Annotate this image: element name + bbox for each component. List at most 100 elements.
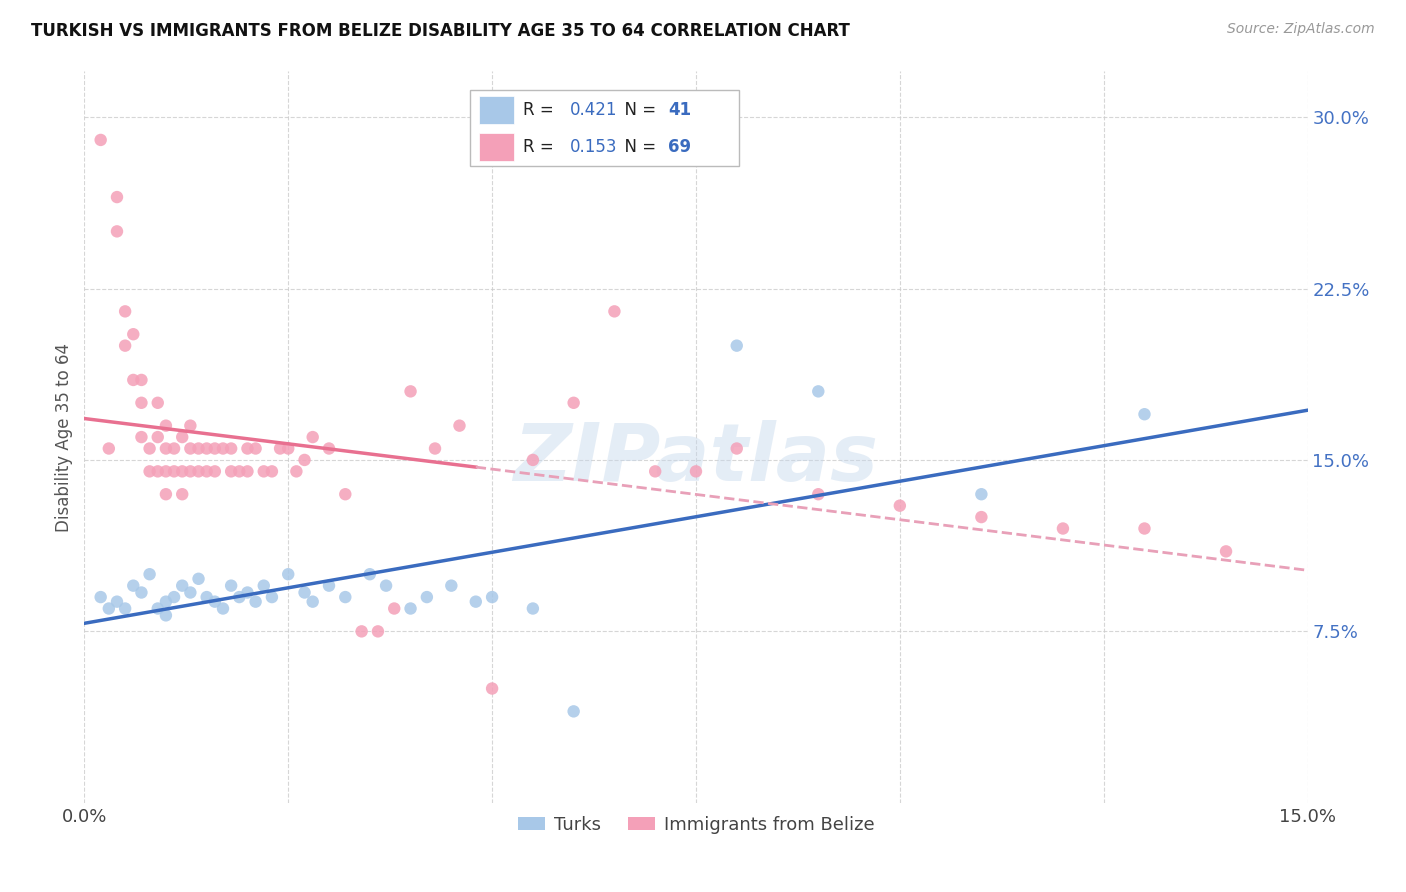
Point [114,338,136,352]
Point [970,487,993,501]
Point [236,442,259,456]
Point [318,442,340,456]
Point [114,601,136,615]
Point [131,396,153,410]
Point [294,585,316,599]
Point [236,585,259,599]
Point [253,464,276,478]
Point [522,453,544,467]
Point [219,579,242,593]
Point [187,442,209,456]
Point [105,190,128,204]
Y-axis label: Disability Age 35 to 64: Disability Age 35 to 64 [55,343,73,532]
Point [335,590,357,604]
Point [138,567,160,582]
Point [219,464,242,478]
Point [301,430,323,444]
Point [260,464,283,478]
Point [335,487,357,501]
Point [97,442,120,456]
Point [245,442,267,456]
Point [725,338,748,352]
Point [155,608,177,623]
Point [481,590,503,604]
Text: ZIPatlas: ZIPatlas [513,420,879,498]
Text: 0.153: 0.153 [569,137,617,156]
Point [187,464,209,478]
Point [179,442,201,456]
Point [163,590,186,604]
Point [138,464,160,478]
Point [228,464,250,478]
Point [1133,521,1156,535]
Point [970,510,993,524]
Text: R =: R = [523,101,560,120]
Point [1052,521,1074,535]
Point [212,442,235,456]
Point [179,418,201,433]
Point [90,590,112,604]
Point [416,590,439,604]
Point [440,579,463,593]
Point [562,705,585,719]
Point [131,373,153,387]
Point [464,595,486,609]
FancyBboxPatch shape [470,90,738,167]
Point [122,373,145,387]
Point [807,487,830,501]
Point [105,595,128,609]
Text: N =: N = [614,101,661,120]
Point [163,442,186,456]
Point [294,453,316,467]
Point [562,396,585,410]
Point [131,430,153,444]
Point [90,133,112,147]
Point [195,464,218,478]
Point [172,579,194,593]
Point [277,442,299,456]
Point [285,464,308,478]
Point [269,442,291,456]
Point [423,442,446,456]
Point [399,384,422,399]
Point [146,464,169,478]
Point [318,579,340,593]
Point [725,442,748,456]
Point [138,442,160,456]
Point [522,601,544,615]
Point [146,396,169,410]
Point [195,442,218,456]
Point [114,304,136,318]
Text: N =: N = [614,137,661,156]
Point [1133,407,1156,421]
Point [375,579,398,593]
Point [204,464,226,478]
Point [382,601,405,615]
Point [122,327,145,342]
Point [179,585,201,599]
Point [195,590,218,604]
Text: R =: R = [523,137,560,156]
Point [228,590,250,604]
Point [807,384,830,399]
Point [367,624,389,639]
Point [172,464,194,478]
Point [277,567,299,582]
Point [155,418,177,433]
Point [105,224,128,238]
Text: TURKISH VS IMMIGRANTS FROM BELIZE DISABILITY AGE 35 TO 64 CORRELATION CHART: TURKISH VS IMMIGRANTS FROM BELIZE DISABI… [31,22,849,40]
Point [131,585,153,599]
Point [399,601,422,615]
Point [187,572,209,586]
Point [253,579,276,593]
FancyBboxPatch shape [479,96,513,124]
Point [1215,544,1237,558]
Text: 41: 41 [668,101,690,120]
Point [204,595,226,609]
Point [179,464,201,478]
Text: Source: ZipAtlas.com: Source: ZipAtlas.com [1227,22,1375,37]
Point [245,595,267,609]
Point [146,601,169,615]
Point [172,487,194,501]
Point [236,464,259,478]
